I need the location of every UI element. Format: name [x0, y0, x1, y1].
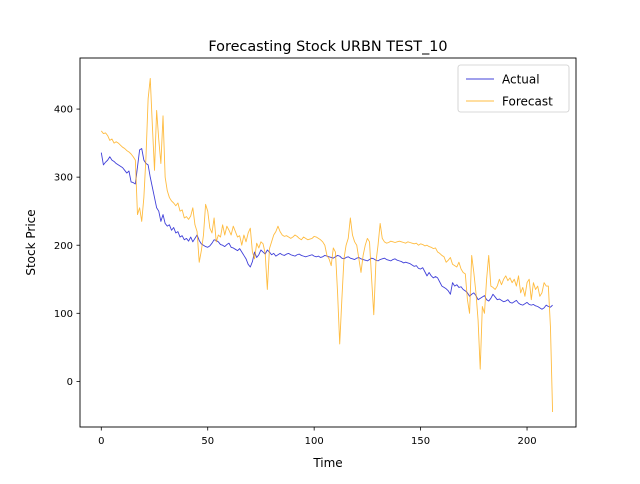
y-tick-label: 0	[67, 377, 73, 388]
x-tick-label: 100	[305, 436, 324, 447]
legend-label-actual: Actual	[502, 73, 540, 87]
x-axis-label: Time	[312, 456, 342, 470]
y-tick-label: 200	[54, 241, 73, 252]
x-tick-label: 0	[98, 436, 104, 447]
y-tick-label: 400	[54, 105, 73, 116]
chart-title: Forecasting Stock URBN TEST_10	[208, 39, 447, 55]
x-axis: 0 50 100 150 200	[98, 427, 537, 447]
x-tick-label: 150	[411, 436, 430, 447]
x-tick-label: 200	[517, 436, 536, 447]
axes-frame	[79, 57, 577, 428]
y-axis-label: Stock Price	[24, 209, 38, 275]
legend-label-forecast: Forecast	[502, 95, 553, 109]
series-line-forecast	[100, 77, 554, 413]
y-axis: 0 100 200 300 400	[54, 105, 80, 388]
legend: Actual Forecast	[457, 64, 570, 113]
y-tick-label: 300	[54, 173, 73, 184]
x-tick-label: 50	[201, 436, 214, 447]
y-tick-label: 100	[54, 309, 73, 320]
legend-box	[457, 64, 570, 113]
plot-area	[100, 77, 554, 413]
